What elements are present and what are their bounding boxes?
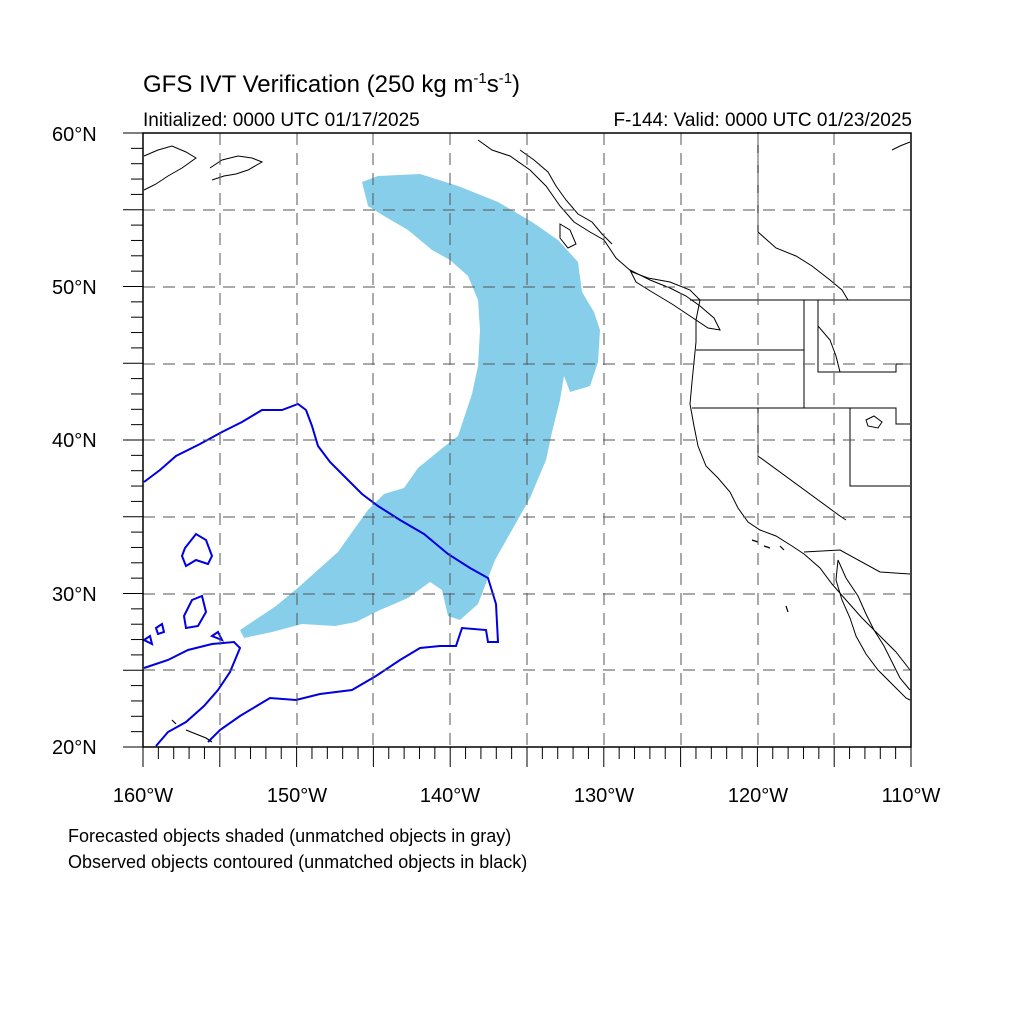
state-borders [690,132,911,575]
queen-charlotte-islands [559,223,577,249]
init-time-label: Initialized: 0000 UTC 01/17/2025 [143,110,420,131]
coastlines [143,139,911,743]
axis-ticks [123,132,912,767]
alaska-coastline [143,145,197,191]
observed-island-4 [154,622,166,636]
valid-time-label: F-144: Valid: 0000 UTC 01/23/2025 [613,110,912,131]
baja-coastline [835,559,911,701]
montana-border [817,300,910,373]
alaska-peninsula [209,155,264,181]
observed-island-1 [180,532,214,568]
lat-label-60n: 60°N [52,124,97,146]
lat-label-50n: 50°N [52,277,97,299]
panhandle-coastline [519,149,613,245]
great-salt-lake [865,415,883,429]
observed-island-2 [182,594,208,630]
lon-label-110w: 110°W [881,785,941,807]
observed-contour-main [143,402,500,743]
map-title: GFS IVT Verification (250 kg m-1s-1) [143,70,521,98]
arctic-coast-ne [891,141,911,151]
west-coast-coastline [477,139,911,671]
lon-label-120w: 120°W [727,785,789,807]
lat-label-40n: 40°N [52,430,97,452]
footnote-forecast: Forecasted objects shaded (unmatched obj… [68,826,512,846]
lat-label-30n: 30°N [52,584,97,606]
lon-label-150w: 150°W [266,785,328,807]
bc-alberta-border [757,132,849,301]
grid-lines [143,133,911,747]
observed-ivt-contours [142,402,500,747]
us-mexico-border [803,549,911,575]
lon-label-140w: 140°W [419,785,481,807]
observed-contour-west [143,640,242,747]
lat-label-20n: 20°N [52,737,97,759]
hawaii-islands [171,719,213,743]
idaho-border [803,300,841,408]
lon-label-130w: 130°W [573,785,635,807]
observed-island-3 [142,634,154,646]
footnote-observed: Observed objects contoured (unmatched ob… [68,852,528,872]
channel-islands [751,539,789,613]
nevada-border [849,408,910,487]
utah-border [850,407,910,425]
forecast-ivt-object [240,174,600,638]
vancouver-island [628,268,721,331]
lon-label-160w: 160°W [112,785,174,807]
california-nevada-border [757,408,847,521]
